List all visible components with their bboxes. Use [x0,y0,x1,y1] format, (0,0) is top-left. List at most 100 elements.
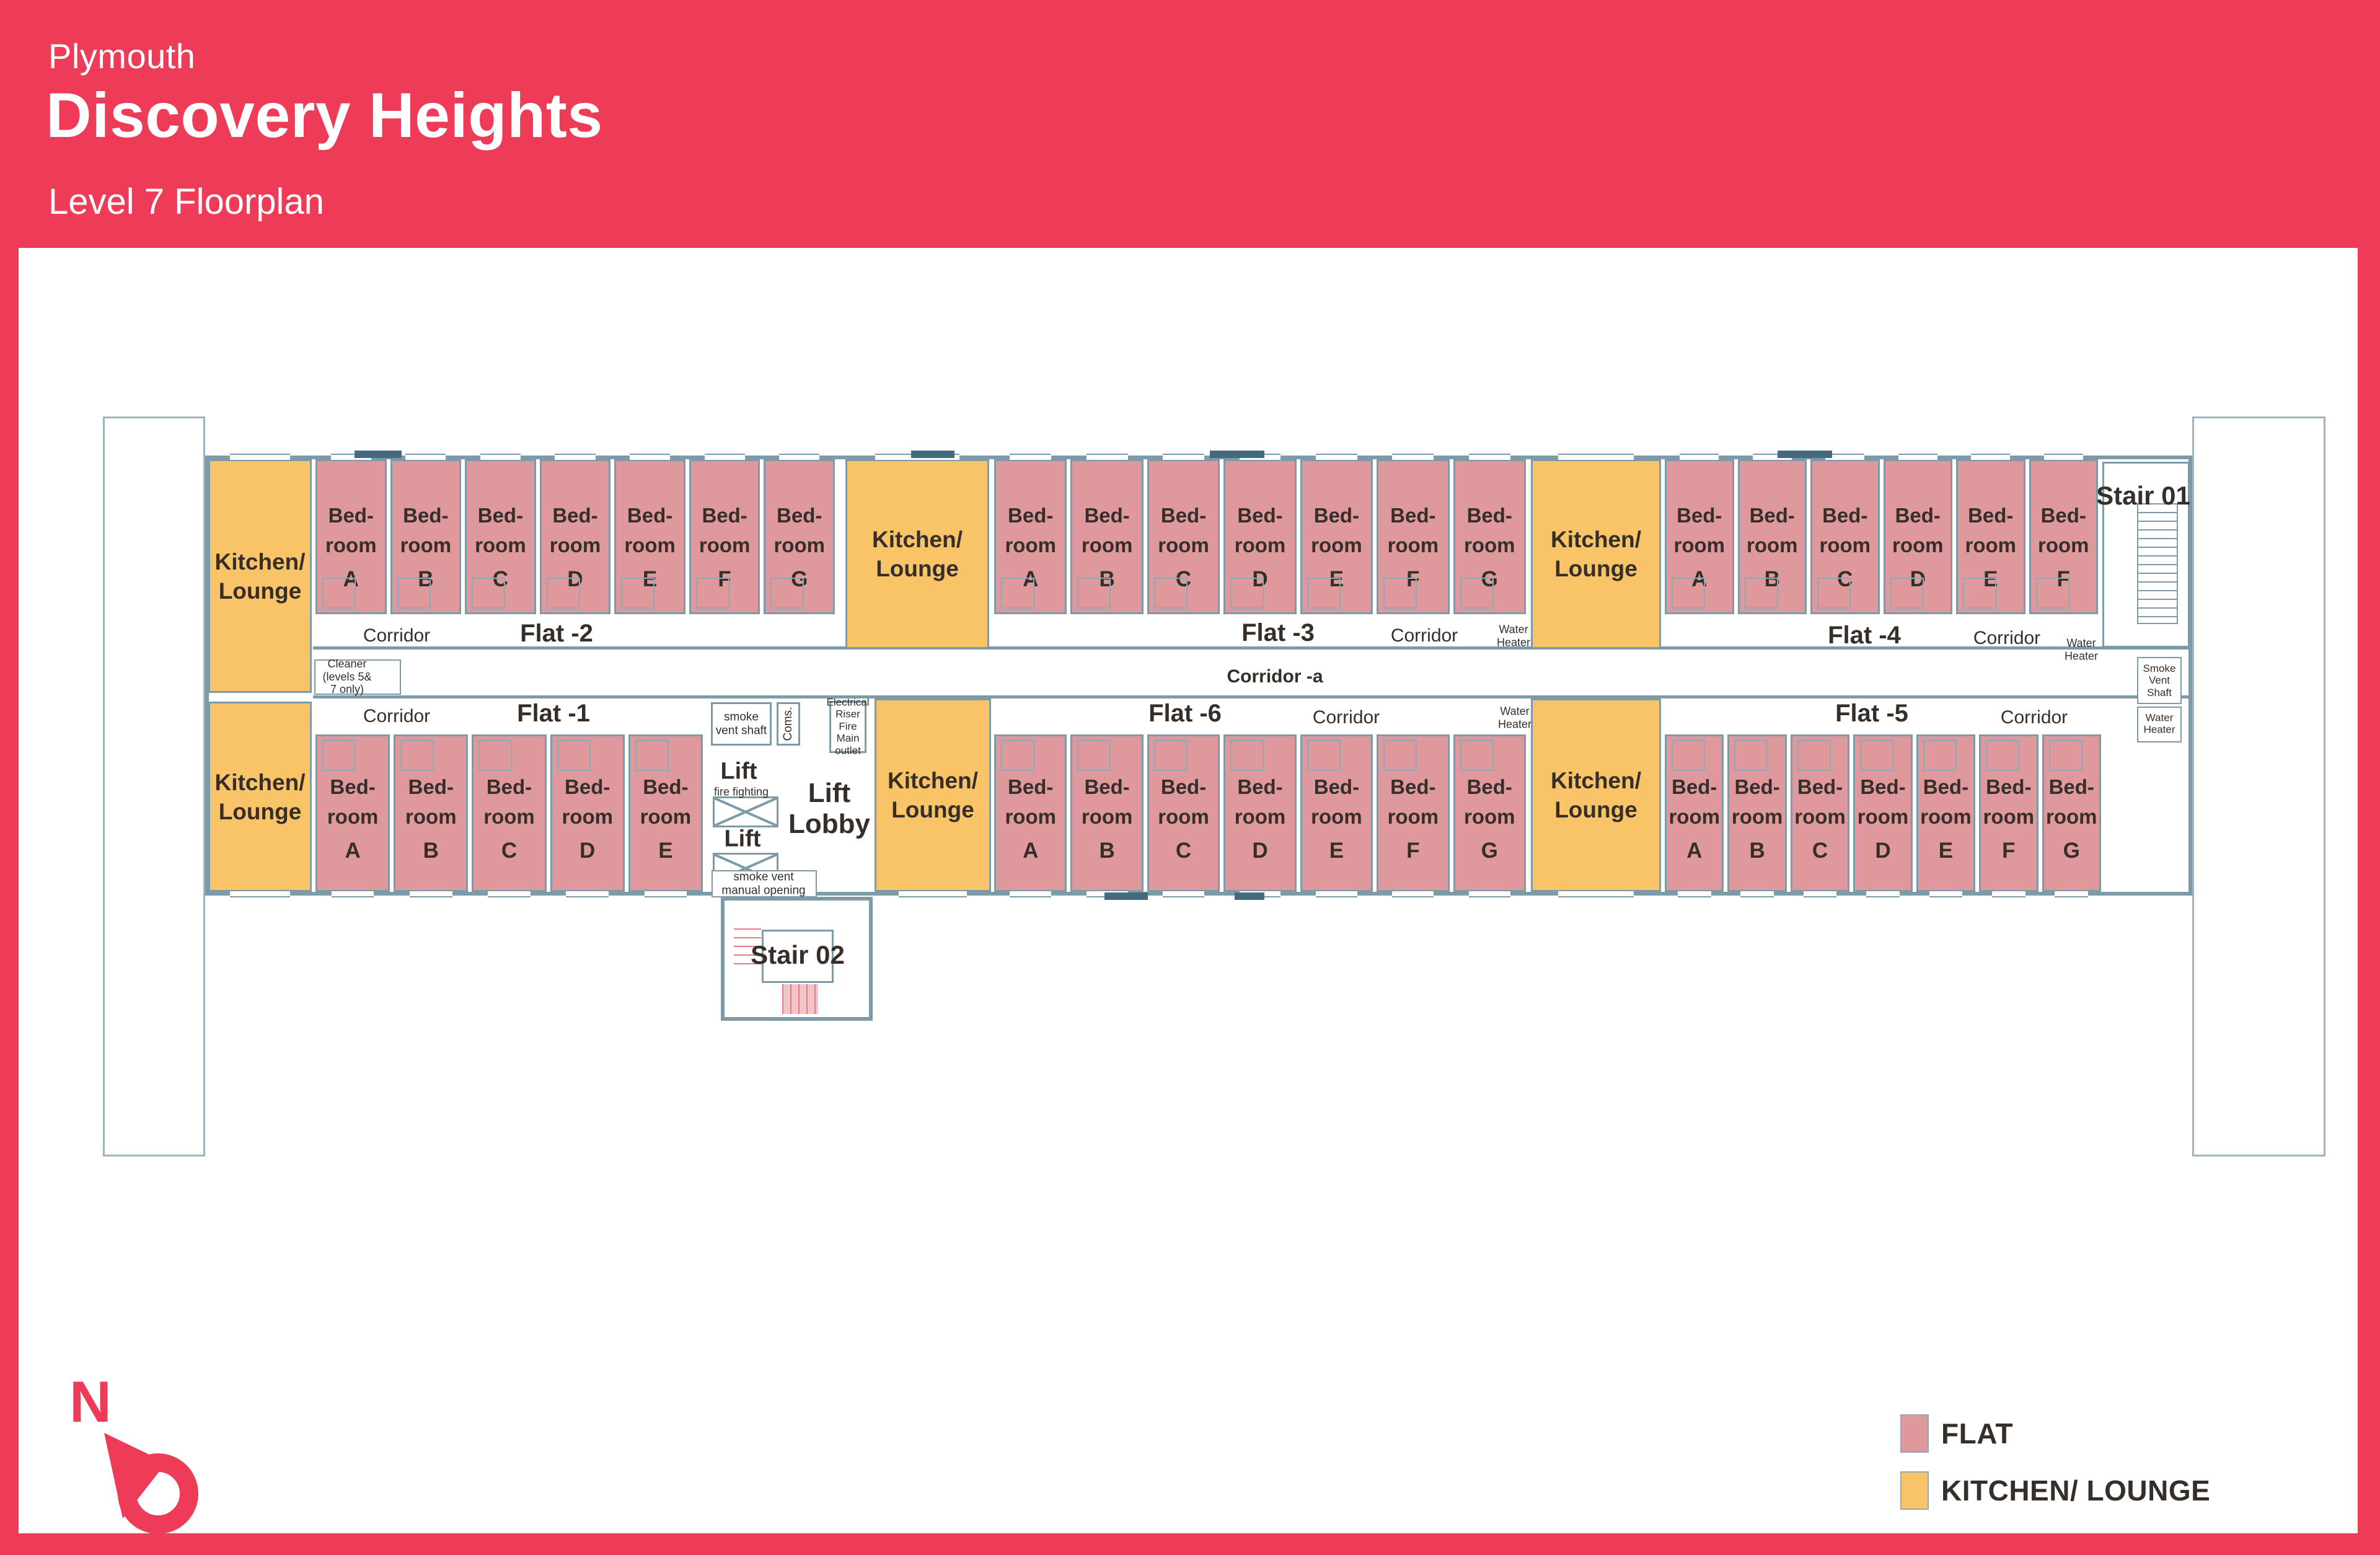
stair01-label: Stair 01 [2096,481,2190,511]
kitchen-lounge-bot-right-window [1558,890,1634,897]
stair02-landing [762,930,834,983]
flat-3-bedroom-d-bathroom-pod [1230,578,1264,609]
bedroom-word-line: Bed- [1160,775,1207,798]
lift-lobby-label: Lift Lobby [788,777,870,839]
flat-3-bedroom-b-bathroom-pod [1077,578,1111,609]
bedroom-word-line: Bed- [1986,775,2032,798]
flat-5-bedroom-c-label: Bed-room C [1794,736,1846,890]
flat-6-bedroom-e-label: Bed-room E [1311,736,1362,890]
flat-4-bedroom-a-window [1680,454,1719,461]
flat-4-bedroom-a-bathroom-pod [1672,578,1705,609]
flat-3-bedroom-g-bathroom-pod [1460,578,1494,609]
bedroom-word-line: Bed- [1797,775,1843,798]
flat-5-bedroom-b: Bed-room B [1727,734,1787,897]
bedroom-word-line: room [624,534,676,557]
flat-4-bedroom-e-label: Bed-room E [1965,461,2017,612]
bedroom-word-line: room [549,534,601,557]
bedroom-word-line: Bed- [1466,504,1512,527]
flat-5-bedroom-c: Bed-room C [1790,734,1850,897]
bedroom-word-line: Bed- [2040,504,2086,527]
flat-6-bedroom-c-label: Bed-room C [1158,736,1209,890]
flat-1-bedroom-c-label: Bed-room C [483,736,535,890]
kitchen-lounge-bot-left-window [230,890,290,897]
bedroom-word-line: Bed- [1237,775,1283,798]
flat-6-bedroom-a-label: Bed-room A [1005,736,1056,890]
court-wall-left [103,416,205,1156]
kitchen-lounge-bot-mid: Kitchen/ Lounge [875,698,991,897]
flat-3-bedroom-a-bathroom-pod [1001,578,1034,609]
bedroom-word-line: Bed- [1390,504,1436,527]
bedroom-word-line: Bed- [1237,504,1283,527]
bedroom-word-line: room [1794,805,1846,828]
flat-1-bedroom-c-bathroom-pod [478,740,513,771]
bedroom-word-line: Bed- [552,504,598,527]
bedroom-letter: G [2063,839,2080,863]
flat-3-bedroom-d-label: Bed-room D [1235,461,1286,612]
bedroom-letter: E [1329,839,1344,863]
bedroom-word-line: Bed- [2048,775,2094,798]
kitchen-lounge-bot-mid-window [899,890,967,897]
kitchen-lounge-bot-right-label: Kitchen/ Lounge [1551,768,1641,822]
bedroom-word-line: Bed- [565,775,610,798]
flat-1-bedroom-e: Bed-room E [628,734,703,897]
bedroom-letter: B [1099,567,1115,591]
flat-3-bedroom-g-window [1468,454,1510,461]
flat-5-bedroom-e: Bed-room E [1916,734,1976,897]
flat-1-bedroom-b-label: Bed-room B [405,736,457,890]
flat-3-bedroom-g: Bed-room G [1453,454,1526,614]
bedroom-letter: D [1252,567,1268,591]
flat-1-bedroom-d-label: Bed-room D [562,736,613,890]
bedroom-letter: F [2002,839,2016,863]
smoke-vent-manual-label: smoke vent manual opening [721,870,806,897]
flat-2-bedroom-a-bathroom-pod [322,578,356,609]
flat-6-bedroom-f-window [1392,890,1434,897]
flat-3-bedroom-d: Bed-room D [1223,454,1297,614]
flat-3-bedroom-e-label: Bed-room E [1311,461,1362,612]
bedroom-word-line: room [1158,805,1209,828]
bedroom-letter: D [1875,839,1891,863]
flat-6-bedroom-b: Bed-room B [1070,734,1144,897]
smoke-vent-shaft-right: Smoke Vent Shaft [2143,662,2176,698]
bedroom-letter: E [1983,567,1998,591]
flat-5-bedroom-d-window [1866,890,1900,897]
bedroom-word-line: room [1234,805,1286,828]
flat-5-bedroom-g-label: Bed-room G [2046,736,2097,890]
bedroom-word-line: Bed- [1860,775,1906,798]
flat-2-bedroom-a: Bed-room A [315,454,387,614]
stair02-side-lines [734,928,761,967]
flat-2-bedroom-b: Bed-room B [390,454,462,614]
vent-top-1 [355,451,402,458]
bedroom-word-line: room [325,534,377,557]
north-compass-icon [104,1433,198,1534]
frame-left [0,248,19,1555]
flat-3-bedroom-e-bathroom-pod [1307,578,1341,609]
bedroom-word-line: room [640,805,692,828]
frame-bottom [0,1533,2380,1555]
bedroom-word-line: room [327,805,379,828]
flat-3-bedroom-c-bathroom-pod [1153,578,1188,609]
flat-2-bedroom-b-label: Bed-room B [400,461,452,612]
north-label: N [69,1369,112,1434]
flat-5-bedroom-g: Bed-room G [2042,734,2101,897]
bedroom-letter: C [1812,839,1828,863]
flat-1-bedroom-d-bathroom-pod [557,740,591,771]
flat-4-bedroom-d: Bed-room D [1883,454,1952,614]
flat-1-bedroom-b-bathroom-pod [400,740,434,771]
flat-3-bedroom-e-window [1315,454,1357,461]
bedroom-letter: A [1023,567,1039,591]
kitchen-lounge-top-right-label: Kitchen/ Lounge [1551,527,1641,581]
legend-item-flat: FLAT [1900,1414,2013,1453]
flat-2-bedroom-b-window [405,454,446,461]
smoke-vent-shaft-room [711,702,772,746]
bedroom-letter: D [1252,839,1268,863]
bedroom-word-line: Bed- [403,504,449,527]
bedroom-word-line: room [1005,805,1056,828]
flat-6-bedroom-c: Bed-room C [1147,734,1220,897]
bedroom-word-line: room [774,534,825,557]
stair01-flight [2137,503,2178,624]
bedroom-letter: D [567,567,583,591]
bedroom-word-line: Bed- [1466,775,1512,798]
vent-top-2 [911,451,954,458]
flat-5-bedroom-b-label: Bed-room B [1732,736,1783,890]
flat3-name: Flat -3 [1241,619,1315,647]
